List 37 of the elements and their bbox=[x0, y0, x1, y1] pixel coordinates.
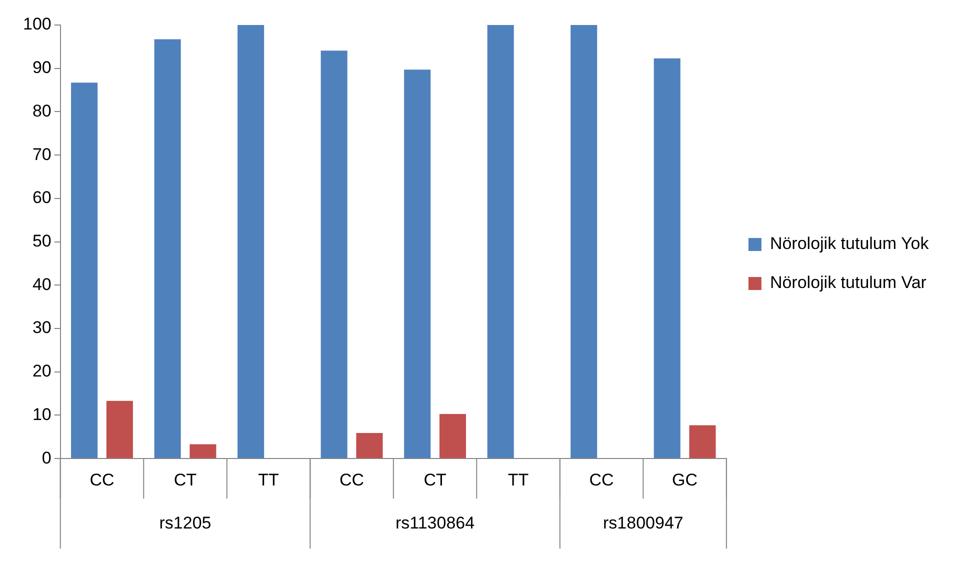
bar bbox=[654, 58, 680, 458]
x-tick-label: CC bbox=[339, 470, 364, 490]
x-tick-label: GC bbox=[672, 470, 698, 490]
bar bbox=[238, 25, 264, 458]
y-tick-label: 80 bbox=[32, 101, 52, 120]
y-tick-label: 40 bbox=[32, 274, 52, 294]
y-tick-label: 0 bbox=[42, 448, 52, 468]
bar bbox=[570, 25, 598, 458]
text: rs1205 bbox=[159, 513, 212, 532]
text: rs1130864 bbox=[395, 513, 475, 532]
bar bbox=[190, 444, 216, 458]
bar bbox=[356, 433, 383, 458]
legend-label: Nörolojik tutulum Var bbox=[770, 273, 927, 292]
bar bbox=[71, 82, 98, 458]
y-tick-label: 100 bbox=[22, 14, 52, 34]
bar bbox=[154, 39, 181, 458]
text: rs1800947 bbox=[603, 513, 684, 532]
x-tick-label: CT bbox=[424, 470, 446, 490]
x-tick-label: TT bbox=[258, 470, 279, 490]
x-tick-label: CT bbox=[174, 470, 197, 490]
y-tick-label: 30 bbox=[32, 318, 52, 338]
bar bbox=[439, 414, 466, 458]
y-tick-label: 50 bbox=[32, 231, 52, 250]
y-tick-label: 90 bbox=[32, 58, 52, 78]
bar bbox=[689, 425, 716, 458]
y-tick-label: 20 bbox=[32, 362, 52, 381]
x-tick-label: CC bbox=[90, 470, 114, 490]
bar bbox=[106, 400, 133, 458]
x-tick-label: TT bbox=[508, 470, 529, 490]
x-tick-label: CC bbox=[589, 470, 614, 490]
y-tick-label: 70 bbox=[32, 144, 52, 164]
legend-label: Nörolojik tutulum Yok bbox=[770, 234, 930, 254]
bar bbox=[404, 70, 431, 458]
bar bbox=[320, 50, 348, 458]
y-tick-label: 10 bbox=[32, 404, 52, 424]
bar bbox=[487, 25, 514, 458]
y-tick-label: 60 bbox=[32, 188, 52, 208]
